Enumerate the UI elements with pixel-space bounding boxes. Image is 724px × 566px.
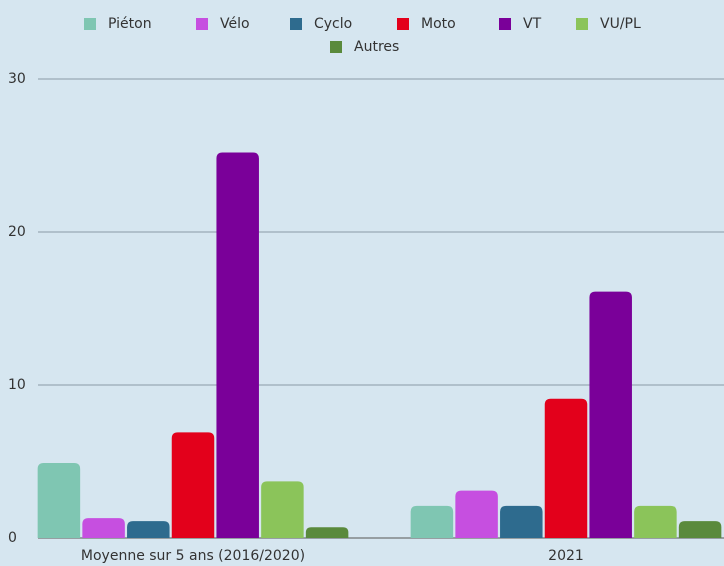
legend-label: Autres [354,39,399,55]
legend-swatch [499,18,511,30]
y-tick-label: 10 [8,377,26,393]
bar [678,521,722,538]
legend-label: Vélo [220,16,250,32]
bar [127,521,170,538]
legend-swatch [84,18,96,30]
bar [261,481,304,538]
y-tick-label: 20 [8,224,26,240]
legend-label: Piéton [108,16,152,32]
bar [589,291,632,538]
legend-swatch [330,41,342,53]
bar [410,505,454,538]
y-tick-label: 0 [8,530,17,546]
x-tick-label: Moyenne sur 5 ans (2016/2020) [81,548,305,564]
bar [634,505,677,538]
legend-label: Moto [421,16,456,32]
bar [82,518,125,538]
bar [544,398,588,538]
bar [305,527,349,538]
legend-label: VU/PL [600,16,641,32]
legend-swatch [397,18,409,30]
bar [37,463,81,538]
bar [216,152,259,538]
legend-label: Cyclo [314,16,352,32]
legend-swatch [576,18,588,30]
bar [455,490,498,538]
y-tick-label: 30 [8,71,26,87]
x-tick-label: 2021 [548,548,584,564]
legend-swatch [290,18,302,30]
legend-swatch [196,18,208,30]
bar [171,432,215,538]
legend-label: VT [523,16,542,32]
bar [500,505,543,538]
